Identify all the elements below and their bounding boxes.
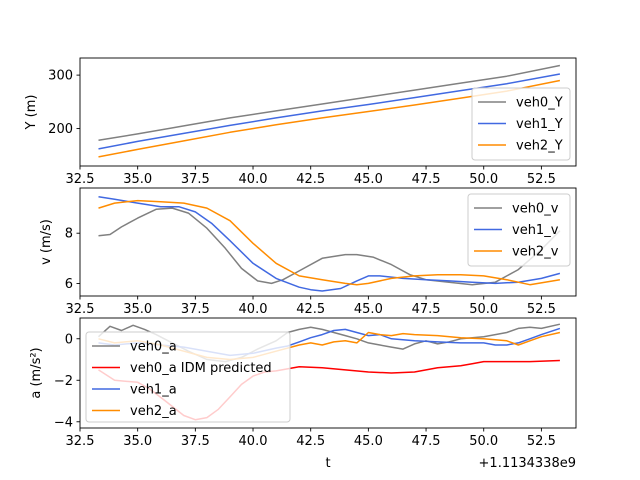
acceleration-x-tick-label: 35.0 [123,434,152,449]
legend-label-veh2-y: veh2_Y [516,139,563,154]
legend-label-veh0-a: veh0_a [130,340,177,355]
legend-label-veh2-a: veh2_a [130,404,177,419]
position-x-tick-label: 52.5 [527,172,556,187]
legend-label-veh2-v: veh2_v [512,245,559,260]
legend-label-veh1-a: veh1_a [130,383,177,398]
position-x-tick-label: 45.0 [354,172,383,187]
acceleration-y-axis-label: a (m/s²) [29,347,44,398]
acceleration-x-tick-label: 40.0 [239,434,268,449]
velocity-x-tick-label: 42.5 [296,302,325,317]
acceleration-x-tick-label: 37.5 [181,434,210,449]
position-x-tick-label: 37.5 [181,172,210,187]
position-x-tick-label: 40.0 [239,172,268,187]
position-y-axis-label: Y (m) [24,95,39,131]
position-x-tick-label: 50.0 [469,172,498,187]
velocity-x-tick-label: 40.0 [239,302,268,317]
acceleration-x-tick-label: 50.0 [469,434,498,449]
x-axis-offset: +1.1134338e9 [479,456,576,471]
legend-label-veh0-y: veh0_Y [516,96,563,111]
position-x-tick-label: 35.0 [123,172,152,187]
velocity-y-axis-label: v (m/s) [39,219,54,265]
legend-label-veh1-v: veh1_v [512,223,559,238]
velocity-x-tick-label: 47.5 [412,302,441,317]
velocity-x-tick-label: 35.0 [123,302,152,317]
acceleration-x-tick-label: 45.0 [354,434,383,449]
velocity-x-tick-label: 50.0 [469,302,498,317]
velocity-x-tick-label: 45.0 [354,302,383,317]
acceleration-legend: veh0_a veh0_a IDM predicted veh1_a veh2_a [86,332,290,422]
position-x-tick-label: 42.5 [296,172,325,187]
velocity-x-tick-label: 52.5 [527,302,556,317]
position-y-tick-label: 200 [48,122,73,137]
legend-label-veh1-y: veh1_Y [516,117,563,132]
velocity-x-tick-label: 32.5 [66,302,95,317]
legend-label-veh0-a-idm-predicted: veh0_a IDM predicted [130,361,272,376]
acceleration-x-tick-label: 32.5 [66,434,95,449]
acceleration-y-tick-label: −2 [54,374,73,389]
x-axis-label: t [325,456,330,471]
position-y-tick-label: 300 [48,69,73,84]
acceleration-x-tick-label: 47.5 [412,434,441,449]
acceleration-y-tick-label: 0 [65,332,73,347]
velocity-x-tick-label: 37.5 [181,302,210,317]
legend-label-veh0-v: veh0_v [512,202,559,217]
position-x-tick-label: 47.5 [412,172,441,187]
velocity-y-tick-label: 8 [65,227,73,242]
position-x-tick-label: 32.5 [66,172,95,187]
velocity-y-tick-label: 6 [65,277,73,292]
velocity-legend: veh0_v veh1_v veh2_v [468,194,570,266]
acceleration-x-tick-label: 52.5 [527,434,556,449]
position-legend: veh0_Y veh1_Y veh2_Y [472,88,570,160]
acceleration-y-tick-label: −4 [54,415,73,430]
acceleration-x-tick-label: 42.5 [296,434,325,449]
